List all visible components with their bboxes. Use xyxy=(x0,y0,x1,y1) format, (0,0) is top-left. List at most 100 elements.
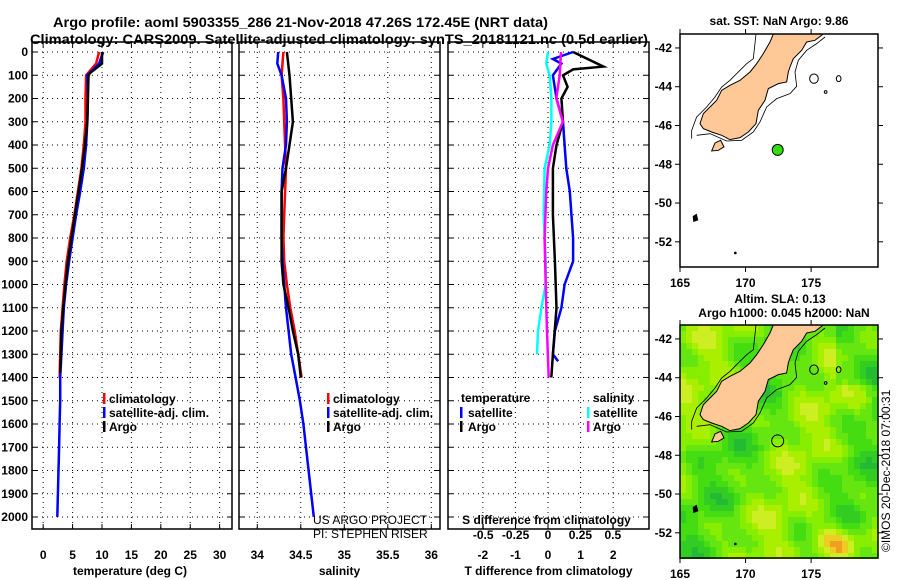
sla-cell xyxy=(860,355,866,361)
sla-cell xyxy=(830,553,836,559)
sla-cell xyxy=(758,475,764,481)
sla-cell xyxy=(872,349,878,355)
sla-cell xyxy=(872,391,878,397)
sla-cell xyxy=(722,451,728,457)
sla-cell xyxy=(776,421,782,427)
sla-cell xyxy=(836,427,842,433)
sla-cell xyxy=(704,433,710,439)
stewart-island-land xyxy=(710,139,725,152)
sla-cell xyxy=(860,385,866,391)
sla-cell xyxy=(794,403,800,409)
sla-cell xyxy=(734,349,740,355)
sla-cell xyxy=(764,511,770,517)
sla-cell xyxy=(788,421,794,427)
bathymetry-contour xyxy=(691,324,826,433)
sla-cell xyxy=(818,493,824,499)
sla-cell xyxy=(824,523,830,529)
sla-cell xyxy=(830,397,836,403)
sla-cell xyxy=(788,367,794,373)
sla-cell xyxy=(824,499,830,505)
sla-cell xyxy=(716,475,722,481)
sla-cell xyxy=(782,427,788,433)
sla-cell xyxy=(704,337,710,343)
sla-cell xyxy=(704,445,710,451)
sla-cell xyxy=(854,403,860,409)
sla-cell xyxy=(848,481,854,487)
sla-cell xyxy=(740,439,746,445)
sla-cell xyxy=(842,517,848,523)
sla-cell xyxy=(794,523,800,529)
sla-cell xyxy=(788,451,794,457)
sla-cell xyxy=(854,325,860,331)
sla-cell xyxy=(716,361,722,367)
sla-cell xyxy=(722,331,728,337)
sla-cell xyxy=(776,379,782,385)
sla-cell xyxy=(758,529,764,535)
sla-cell xyxy=(854,475,860,481)
sla-cell xyxy=(764,547,770,553)
sla-cell xyxy=(818,349,824,355)
sla-cell xyxy=(812,415,818,421)
sla-cell xyxy=(698,535,704,541)
sla-cell xyxy=(806,493,812,499)
sla-cell xyxy=(758,427,764,433)
sla-cell xyxy=(758,337,764,343)
sla-cell xyxy=(770,499,776,505)
sla-cell xyxy=(872,325,878,331)
sla-cell xyxy=(788,391,794,397)
sla-cell xyxy=(728,481,734,487)
sla-cell xyxy=(782,541,788,547)
sla-cell xyxy=(836,499,842,505)
sla-cell xyxy=(866,403,872,409)
sla-cell xyxy=(704,547,710,553)
sla-cell xyxy=(794,355,800,361)
sla-cell xyxy=(734,547,740,553)
sla-cell xyxy=(854,463,860,469)
sla-cell xyxy=(794,373,800,379)
sla-cell xyxy=(704,385,710,391)
sla-cell xyxy=(686,517,692,523)
sla-cell xyxy=(752,517,758,523)
sla-cell xyxy=(848,361,854,367)
sla-cell xyxy=(710,445,716,451)
seamount-contour xyxy=(809,73,819,84)
sla-cell xyxy=(698,421,704,427)
sla-cell xyxy=(872,397,878,403)
depth-tick-label: 1000 xyxy=(1,278,28,292)
sla-cell xyxy=(686,505,692,511)
legend-label: Argo xyxy=(593,420,621,434)
sla-cell xyxy=(770,529,776,535)
sla-cell xyxy=(680,487,686,493)
sla-cell xyxy=(710,535,716,541)
sla-cell xyxy=(836,451,842,457)
sla-cell xyxy=(686,481,692,487)
sla-cell xyxy=(686,535,692,541)
lat-tick-label: -46 xyxy=(655,118,673,132)
sla-cell xyxy=(776,427,782,433)
sla-cell xyxy=(722,355,728,361)
sla-cell xyxy=(818,337,824,343)
sla-cell xyxy=(776,517,782,523)
sla-cell xyxy=(680,391,686,397)
sla-cell xyxy=(836,463,842,469)
sla-cell xyxy=(752,487,758,493)
sla-cell xyxy=(866,325,872,331)
sla-cell xyxy=(686,445,692,451)
sla-cell xyxy=(698,475,704,481)
sla-cell xyxy=(788,529,794,535)
sla-cell xyxy=(740,547,746,553)
sla-cell xyxy=(830,445,836,451)
sla-cell xyxy=(752,505,758,511)
sla-cell xyxy=(722,457,728,463)
sla-cell xyxy=(728,349,734,355)
sla-cell xyxy=(740,553,746,559)
sla-cell xyxy=(698,463,704,469)
sla-cell xyxy=(866,523,872,529)
sla-cell xyxy=(680,439,686,445)
sla-cell xyxy=(770,379,776,385)
sla-cell xyxy=(824,403,830,409)
sla-cell xyxy=(698,391,704,397)
sla-cell xyxy=(716,355,722,361)
sla-cell xyxy=(698,505,704,511)
sla-cell xyxy=(752,481,758,487)
